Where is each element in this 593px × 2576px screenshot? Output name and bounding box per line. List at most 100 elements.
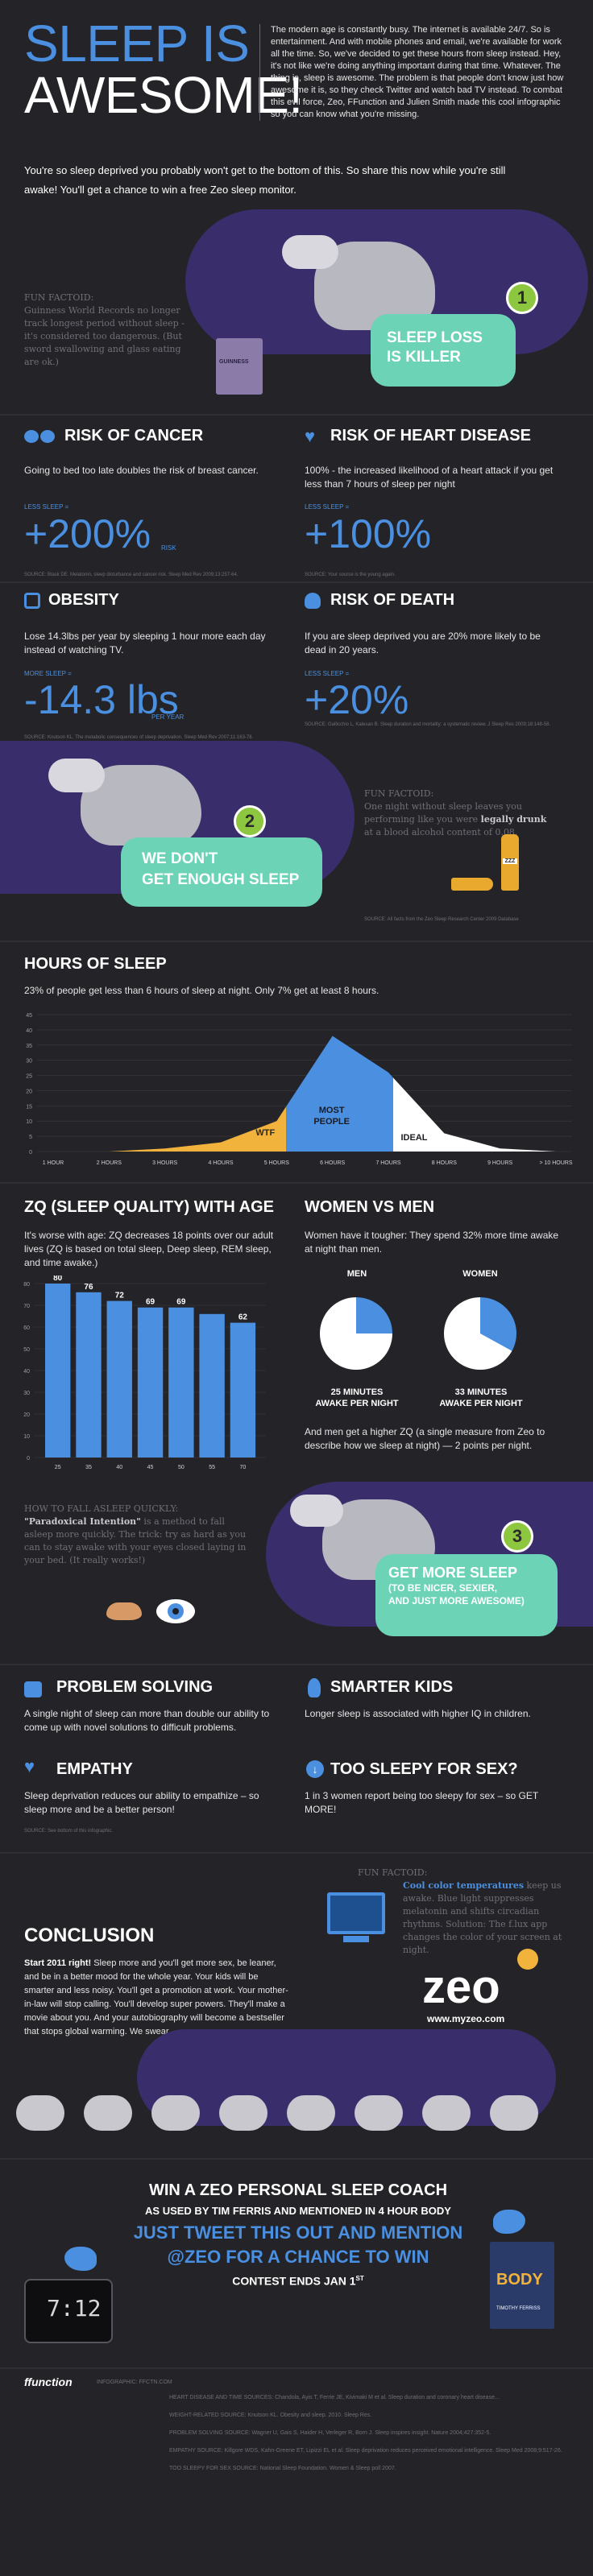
men-clock-rim [318,1296,394,1371]
zone-label-wtf: WTF [255,1128,275,1138]
x-tick-label: 70 [240,1465,247,1470]
zone-label-ideal: IDEAL [401,1133,428,1143]
bird-icon [64,2247,97,2271]
y-tick-label: 30 [23,1391,30,1396]
conclusion-title: CONCLUSION [24,1925,155,1946]
zone-label-most: MOST [319,1106,345,1115]
x-tick-label: 35 [85,1465,92,1470]
x-tick-label: 45 [147,1465,154,1470]
bar-value-label: 76 [84,1283,93,1292]
sun-icon [517,1949,538,1970]
section-divider [0,414,593,416]
obesity-source: SOURCE: Knutson KL. The metabolic conseq… [24,735,254,740]
footer-source-line: EMPATHY SOURCE: Killgore WDS, Kahn-Green… [169,2448,562,2454]
book-label: GUINNESS [219,359,249,365]
section-divider [0,2367,593,2369]
zq-bar [137,1307,164,1458]
factoid3-bold: Cool color temperatures [403,1880,525,1891]
gender-title: WOMEN VS MEN [305,1198,435,1216]
cancer-icon [24,430,56,443]
arrow-down-icon: ↓ [306,1760,324,1778]
x-tick-label: 6 HOURS [320,1160,345,1166]
factoid-text: Guinness World Records no longer track l… [24,305,185,367]
contest-block: WIN A ZEO PERSONAL SLEEP COACH AS USED B… [105,2179,491,2291]
section-divider [0,1182,593,1184]
gender-footer: And men get a higher ZQ (a single measur… [305,1426,545,1451]
y-tick-label: 40 [26,1028,32,1034]
puzzle-icon [24,1681,42,1697]
men-label: MEN [346,1269,367,1279]
bar-value-label: 72 [115,1292,125,1300]
bar-value-label: 69 [176,1298,186,1307]
x-tick-label: 25 [55,1465,61,1470]
y-tick-label: 25 [26,1074,32,1080]
zq-text: It's worse with age: ZQ decreases 18 poi… [24,1230,274,1268]
obesity-title: OBESITY [48,591,119,609]
badge-1-line1: SLEEP LOSS [387,329,483,346]
x-tick-label: 50 [178,1465,185,1470]
book-author: TIMOTHY FERRISS [496,2306,541,2311]
badge-1-number: 1 [506,282,538,314]
zq-bar [106,1300,132,1458]
bottle-icon: ZZZ [501,834,519,891]
cancer-value: +200% [24,511,151,556]
badge-3-line3: AND JUST MORE AWESOME) [388,1595,525,1606]
badge-3-box: GET MORE SLEEP (TO BE NICER, SEXIER, AND… [375,1554,558,1636]
section-divider [0,1852,593,1854]
factoid2-bold: legally drunk [480,814,547,825]
men-per-night: AWAKE PER NIGHT [315,1399,399,1408]
empathy-source: SOURCE: See bottom of this infographic. [24,1829,114,1834]
cancer-title: RISK OF CANCER [64,427,204,444]
intro-text: The modern age is constantly busy. The i… [271,25,564,119]
heart-value: +100% [305,511,432,556]
badge-3-line2: (TO BE NICER, SEXIER, [388,1582,498,1594]
purple-cloud [137,2029,556,2126]
guinness-book-icon: GUINNESS [216,338,263,395]
contest-line2: AS USED BY TIM FERRIS AND MENTIONED IN 4… [145,2205,451,2217]
x-tick-label: 5 HOURS [264,1160,289,1166]
zq-bar [76,1292,102,1458]
contest-line4: @ZEO FOR A CHANCE TO WIN [167,2247,429,2267]
section-divider [0,1664,593,1665]
x-tick-label: 9 HOURS [487,1160,512,1166]
men-value: 25 MINUTES AWAKE PER NIGHT [313,1387,401,1409]
book-cover: BODY TIMOTHY FERRISS [490,2242,554,2329]
zq-bar [199,1313,225,1458]
sex-text: 1 in 3 women report being too sleepy for… [305,1790,538,1815]
zeo-url[interactable]: www.myzeo.com [427,2013,505,2024]
y-tick-label: 5 [29,1135,32,1140]
zeo-device: 7:12 [24,2279,113,2343]
heart-source: SOURCE: Your source is the young again. [305,573,396,577]
y-tick-label: 45 [26,1013,32,1019]
section-divider [0,2158,593,2160]
zq-title: ZQ (SLEEP QUALITY) WITH AGE [24,1198,274,1216]
heart-text: 100% - the increased likelihood of a hea… [305,465,554,490]
contest-ends: CONTEST ENDS JAN 1 [232,2274,356,2288]
area-segment-most [286,1036,393,1152]
contest-line1: WIN A ZEO PERSONAL SLEEP COACH [148,2181,448,2199]
contest-line3: JUST TWEET THIS OUT AND MENTION [133,2222,463,2243]
badge-1-box: SLEEP LOSS IS KILLER [371,314,516,387]
men-clock-awake-wedge [356,1296,393,1333]
footer-credit: INFOGRAPHIC: FFCTN.COM [97,2380,172,2385]
hours-text: 23% of people get less than 6 hours of s… [24,985,379,996]
factoid2-title: FUN FACTOID: [364,788,434,799]
badge-3-number: 3 [501,1520,533,1553]
section-divider [0,941,593,942]
bottle-icon [451,878,493,891]
zeo-logo: zeo [422,1961,500,2013]
badge-2-line2: GET ENOUGH SLEEP [142,871,300,888]
page-title-line1: SLEEP IS [24,14,250,72]
bar-value-label: 62 [238,1313,248,1322]
x-tick-label: 2 HOURS [97,1160,122,1166]
monitor-icon [327,1892,385,1934]
empathy-title: EMPATHY [56,1760,133,1778]
gender-text: Women have it tougher: They spend 32% mo… [305,1230,559,1255]
x-tick-label: 55 [209,1465,215,1470]
y-tick-label: 10 [26,1119,32,1125]
conclusion-text: Start 2011 right! Sleep more and you'll … [24,1957,290,2039]
x-tick-label: 40 [116,1465,122,1470]
x-tick-label: > 10 HOURS [539,1160,572,1166]
y-tick-label: 10 [23,1434,30,1440]
heart-icon: ♥ [24,1756,35,1776]
